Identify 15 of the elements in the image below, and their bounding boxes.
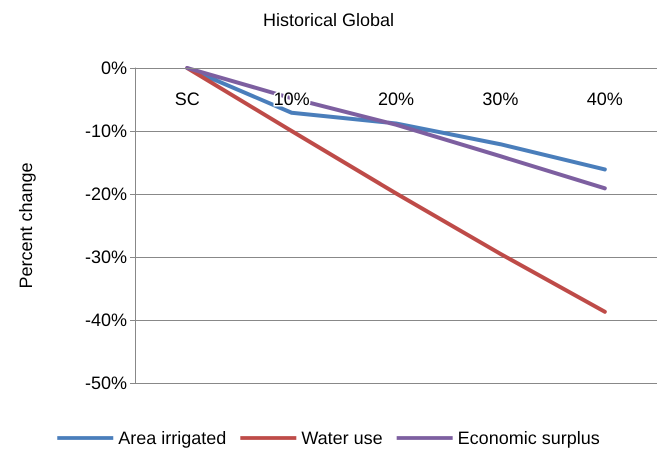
legend-label: Economic surplus — [458, 428, 600, 448]
y-tick-label: -30% — [84, 247, 127, 267]
legend-label: Water use — [301, 428, 383, 448]
chart-title: Historical Global — [262, 10, 394, 30]
y-tick-label: -20% — [84, 184, 127, 204]
y-tick-label: -10% — [84, 121, 127, 141]
y-axis-title: Percent change — [16, 162, 36, 289]
y-tick-label: -50% — [84, 373, 127, 393]
y-tick-label: -40% — [84, 310, 127, 330]
y-tick-label: 0% — [100, 58, 127, 78]
x-tick-label: SC — [174, 89, 200, 109]
legend-label: Area irrigated — [118, 428, 226, 448]
x-tick-label: 30% — [482, 89, 518, 109]
x-tick-label: 20% — [378, 89, 414, 109]
x-tick-label: 40% — [586, 89, 623, 109]
